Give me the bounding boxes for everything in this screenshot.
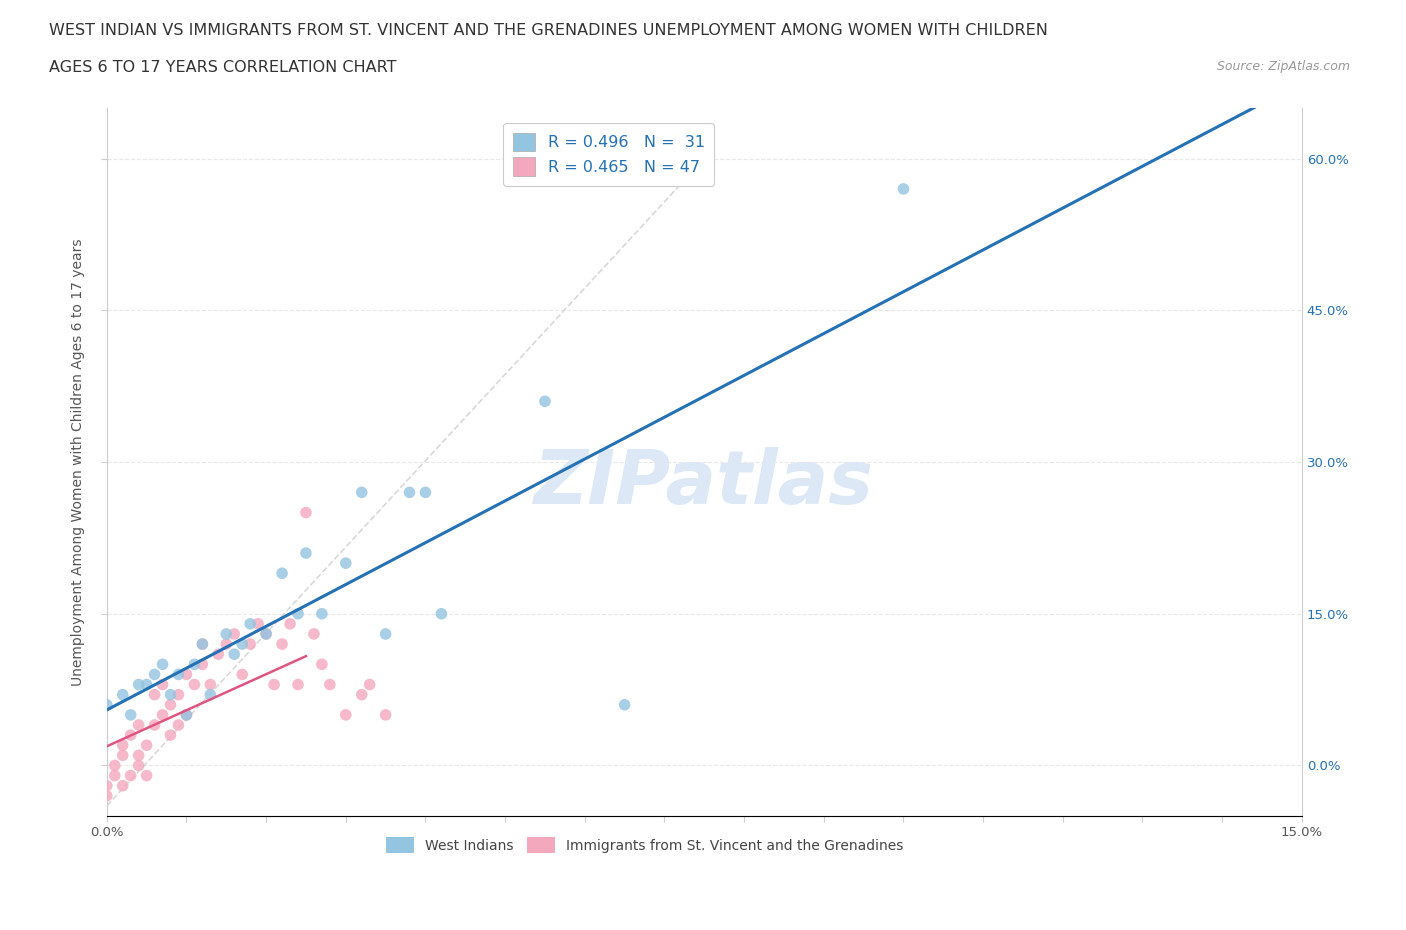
Point — [183, 657, 205, 671]
Point — [143, 718, 166, 733]
Point — [350, 687, 373, 702]
Point — [135, 737, 157, 752]
Point — [111, 687, 134, 702]
Legend: West Indians, Immigrants from St. Vincent and the Grenadines: West Indians, Immigrants from St. Vincen… — [380, 831, 908, 858]
Point — [152, 657, 174, 671]
Point — [152, 677, 174, 692]
Point — [128, 718, 150, 733]
Point — [335, 556, 357, 571]
Point — [183, 677, 205, 692]
Point — [135, 768, 157, 783]
Point — [239, 637, 262, 652]
Point — [104, 758, 127, 773]
Point — [287, 606, 309, 621]
Point — [120, 768, 142, 783]
Point — [191, 637, 214, 652]
Point — [311, 657, 333, 671]
Text: WEST INDIAN VS IMMIGRANTS FROM ST. VINCENT AND THE GRENADINES UNEMPLOYMENT AMONG: WEST INDIAN VS IMMIGRANTS FROM ST. VINCE… — [49, 23, 1047, 38]
Point — [207, 646, 229, 661]
Point — [96, 698, 118, 712]
Point — [271, 637, 294, 652]
Point — [430, 606, 453, 621]
Point — [159, 698, 181, 712]
Point — [319, 677, 342, 692]
Point — [128, 677, 150, 692]
Text: ZIPatlas: ZIPatlas — [534, 446, 875, 520]
Point — [278, 617, 301, 631]
Point — [191, 657, 214, 671]
Point — [111, 778, 134, 793]
Text: Source: ZipAtlas.com: Source: ZipAtlas.com — [1216, 60, 1350, 73]
Point — [159, 687, 181, 702]
Point — [128, 748, 150, 763]
Point — [167, 718, 190, 733]
Point — [295, 546, 318, 561]
Point — [415, 485, 437, 499]
Point — [239, 617, 262, 631]
Point — [120, 708, 142, 723]
Point — [128, 758, 150, 773]
Point — [111, 748, 134, 763]
Point — [613, 698, 636, 712]
Point — [96, 789, 118, 804]
Point — [398, 485, 420, 499]
Point — [200, 687, 222, 702]
Point — [224, 646, 246, 661]
Point — [263, 677, 285, 692]
Point — [247, 617, 270, 631]
Point — [311, 606, 333, 621]
Point — [167, 667, 190, 682]
Point — [231, 667, 253, 682]
Point — [271, 565, 294, 580]
Point — [374, 708, 396, 723]
Point — [96, 778, 118, 793]
Point — [287, 677, 309, 692]
Point — [135, 677, 157, 692]
Point — [893, 181, 915, 196]
Point — [374, 627, 396, 642]
Point — [254, 627, 277, 642]
Point — [254, 627, 277, 642]
Point — [335, 708, 357, 723]
Point — [111, 737, 134, 752]
Point — [200, 677, 222, 692]
Y-axis label: Unemployment Among Women with Children Ages 6 to 17 years: Unemployment Among Women with Children A… — [72, 238, 86, 685]
Point — [167, 687, 190, 702]
Point — [224, 627, 246, 642]
Point — [176, 708, 198, 723]
Point — [231, 637, 253, 652]
Point — [295, 505, 318, 520]
Point — [176, 667, 198, 682]
Point — [120, 727, 142, 742]
Point — [159, 727, 181, 742]
Point — [143, 687, 166, 702]
Point — [359, 677, 381, 692]
Point — [215, 627, 238, 642]
Point — [215, 637, 238, 652]
Point — [152, 708, 174, 723]
Point — [143, 667, 166, 682]
Point — [191, 637, 214, 652]
Point — [176, 708, 198, 723]
Point — [350, 485, 373, 499]
Point — [104, 768, 127, 783]
Point — [534, 394, 557, 409]
Point — [302, 627, 325, 642]
Text: AGES 6 TO 17 YEARS CORRELATION CHART: AGES 6 TO 17 YEARS CORRELATION CHART — [49, 60, 396, 75]
